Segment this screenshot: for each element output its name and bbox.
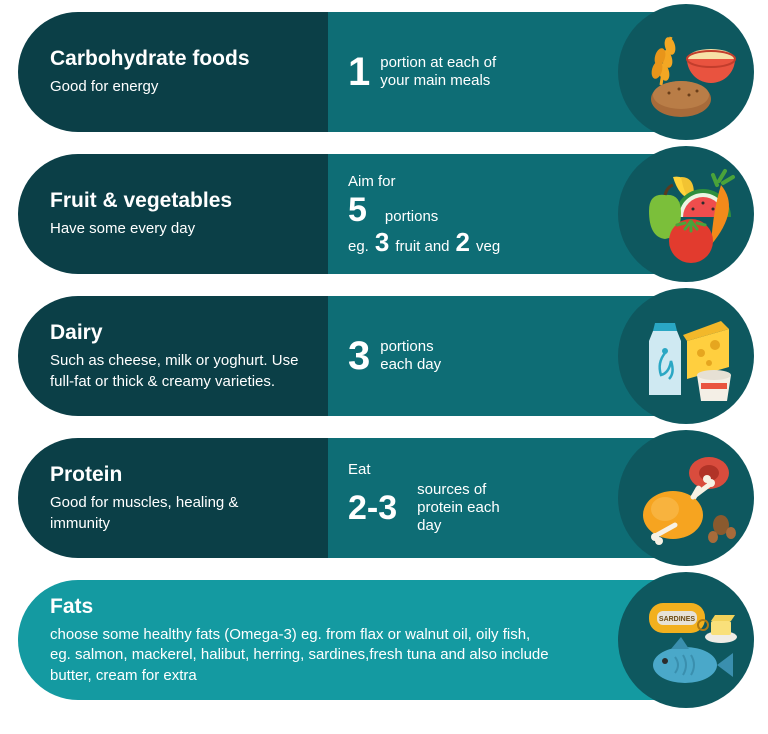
fruitveg-eg-t2: veg — [476, 238, 500, 256]
fruitveg-title: Fruit & vegetables — [50, 188, 308, 213]
fruitveg-eg-t1: fruit and — [395, 238, 449, 256]
protein-icon — [631, 443, 741, 553]
chicken-icon — [643, 475, 715, 545]
dairy-icon-circle — [618, 288, 754, 424]
fruitveg-aim-unit: portions — [385, 208, 438, 226]
row-carbs: Carbohydrate foods Good for energy 1 por… — [18, 12, 750, 132]
dairy-title: Dairy — [50, 320, 308, 345]
protein-subtitle: Good for muscles, healing & immunity — [50, 493, 290, 534]
dairy-portion-text: portions each day — [380, 338, 470, 374]
svg-text:SARDINES: SARDINES — [659, 616, 696, 623]
milk-icon — [649, 323, 681, 395]
fruitveg-left: Fruit & vegetables Have some every day — [18, 154, 328, 274]
row-dairy: Dairy Such as cheese, milk or yoghurt. U… — [18, 296, 750, 416]
fruitveg-icon-circle — [618, 146, 754, 282]
carbs-icon-circle — [618, 4, 754, 140]
fruitveg-eg-n2: 2 — [456, 229, 470, 255]
protein-icon-circle — [618, 430, 754, 566]
dairy-number: 3 — [348, 336, 370, 376]
dairy-left: Dairy Such as cheese, milk or yoghurt. U… — [18, 296, 328, 416]
carbs-icon — [631, 17, 741, 127]
dairy-icon — [631, 301, 741, 411]
sardines-tin-icon: SARDINES — [649, 603, 708, 633]
protein-eat-prefix: Eat — [348, 461, 507, 479]
fats-icon: SARDINES — [631, 585, 741, 695]
fruitveg-eg-n1: 3 — [375, 229, 389, 255]
protein-left: Protein Good for muscles, healing & immu… — [18, 438, 328, 558]
tomato-icon — [669, 219, 713, 263]
dairy-subtitle: Such as cheese, milk or yoghurt. Use ful… — [50, 351, 308, 392]
row-fats: Fats choose some healthy fats (Omega-3) … — [18, 580, 750, 700]
bread-icon — [651, 81, 711, 117]
protein-title: Protein — [50, 462, 308, 487]
nuts-icon — [708, 515, 736, 543]
fish-icon — [653, 637, 733, 683]
bowl-icon — [687, 49, 735, 83]
fruitveg-subtitle: Have some every day — [50, 219, 308, 239]
protein-portion-stack: Eat 2-3 sources of protein each day — [348, 461, 507, 535]
protein-eat-number: 2-3 — [348, 491, 397, 525]
fruitveg-aim-prefix: Aim for — [348, 173, 500, 191]
yoghurt-icon — [697, 370, 731, 401]
cheese-icon — [683, 321, 729, 379]
butter-icon — [705, 615, 737, 643]
fats-subtitle: choose some healthy fats (Omega-3) eg. f… — [50, 625, 550, 686]
fruitveg-icon — [631, 159, 741, 269]
fruitveg-aim-number: 5 — [348, 193, 367, 227]
fruitveg-portion-stack: Aim for 5 portions eg. 3 fruit and 2 veg — [348, 173, 500, 256]
fats-title: Fats — [50, 594, 600, 619]
carbs-left: Carbohydrate foods Good for energy — [18, 12, 328, 132]
carbs-title: Carbohydrate foods — [50, 46, 308, 71]
carbs-number: 1 — [348, 52, 370, 92]
wheat-icon — [650, 36, 677, 85]
row-fruitveg: Fruit & vegetables Have some every day A… — [18, 154, 750, 274]
row-protein: Protein Good for muscles, healing & immu… — [18, 438, 750, 558]
fats-icon-circle: SARDINES — [618, 572, 754, 708]
protein-eat-text: sources of protein each day — [417, 481, 507, 535]
carbs-subtitle: Good for energy — [50, 77, 308, 97]
fruitveg-eg-prefix: eg. — [348, 238, 369, 256]
carbs-portion-text: portion at each of your main meals — [380, 54, 500, 90]
